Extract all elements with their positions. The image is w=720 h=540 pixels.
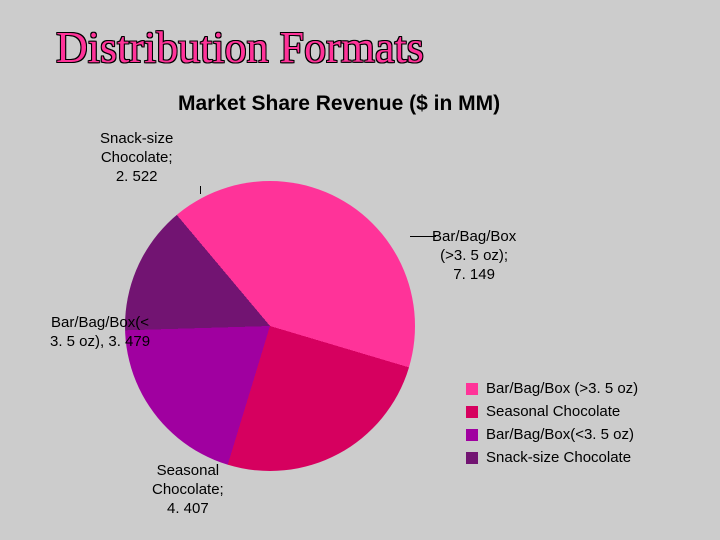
legend-swatch: [466, 429, 478, 441]
callout-line: Chocolate;: [100, 149, 173, 168]
callout-line: 4. 407: [152, 500, 224, 519]
callout-2: Bar/Bag/Box(<3. 5 oz), 3. 479: [50, 314, 150, 352]
callout-line: Seasonal: [152, 462, 224, 481]
callout-1: Bar/Bag/Box(>3. 5 oz);7. 149: [432, 228, 516, 284]
pie-chart: [125, 181, 415, 471]
legend-label: Bar/Bag/Box(<3. 5 oz): [486, 426, 634, 443]
callout-line: (>3. 5 oz);: [432, 247, 516, 266]
legend-item-3: Snack-size Chocolate: [466, 449, 638, 466]
chart-subtitle: Market Share Revenue ($ in MM): [178, 92, 500, 116]
legend-label: Snack-size Chocolate: [486, 449, 631, 466]
callout-line: 7. 149: [432, 266, 516, 285]
leader-line-1: [410, 236, 436, 237]
callout-line: Chocolate;: [152, 481, 224, 500]
legend: Bar/Bag/Box (>3. 5 oz) Seasonal Chocolate…: [466, 380, 638, 472]
callout-3: SeasonalChocolate;4. 407: [152, 462, 224, 518]
legend-swatch: [466, 383, 478, 395]
pie-disc: [125, 181, 415, 471]
slide-title: Distribution Formats: [56, 22, 424, 73]
callout-0: Snack-sizeChocolate;2. 522: [100, 130, 173, 186]
legend-item-1: Seasonal Chocolate: [466, 403, 638, 420]
leader-line-0: [200, 186, 201, 194]
legend-label: Seasonal Chocolate: [486, 403, 620, 420]
callout-line: Bar/Bag/Box: [432, 228, 516, 247]
callout-line: 3. 5 oz), 3. 479: [50, 333, 150, 352]
callout-line: Snack-size: [100, 130, 173, 149]
callout-line: Bar/Bag/Box(<: [50, 314, 150, 333]
legend-item-2: Bar/Bag/Box(<3. 5 oz): [466, 426, 638, 443]
legend-item-0: Bar/Bag/Box (>3. 5 oz): [466, 380, 638, 397]
callout-line: 2. 522: [100, 168, 173, 187]
legend-label: Bar/Bag/Box (>3. 5 oz): [486, 380, 638, 397]
legend-swatch: [466, 406, 478, 418]
legend-swatch: [466, 452, 478, 464]
